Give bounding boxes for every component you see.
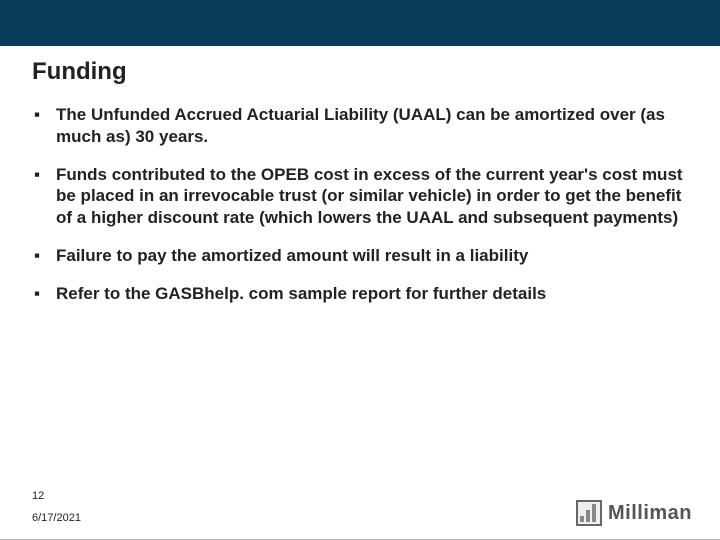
bullet-list: The Unfunded Accrued Actuarial Liability…: [32, 104, 690, 304]
slide-date: 6/17/2021: [32, 512, 81, 524]
bullet-item: Funds contributed to the OPEB cost in ex…: [32, 164, 690, 229]
bullet-item: Failure to pay the amortized amount will…: [32, 245, 690, 267]
header-bar: [0, 0, 720, 46]
brand-logo: Milliman: [576, 500, 692, 526]
bullet-item: The Unfunded Accrued Actuarial Liability…: [32, 104, 690, 148]
logo-text: Milliman: [608, 502, 692, 525]
slide-body: The Unfunded Accrued Actuarial Liability…: [32, 104, 690, 320]
bullet-item: Refer to the GASBhelp. com sample report…: [32, 283, 690, 305]
logo-icon: [576, 500, 602, 526]
slide-title: Funding: [32, 58, 127, 86]
page-number: 12: [32, 490, 44, 502]
slide: Funding The Unfunded Accrued Actuarial L…: [0, 0, 720, 540]
